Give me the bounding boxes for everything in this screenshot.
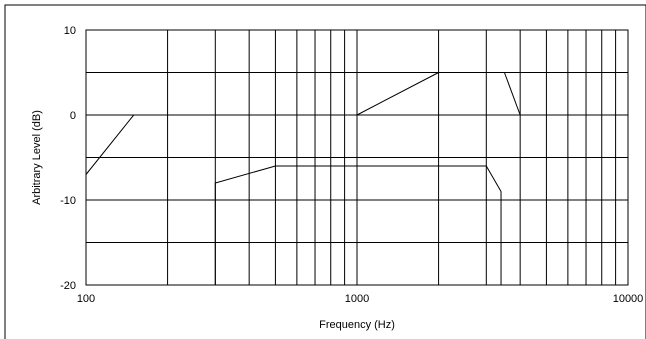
y-axis-title: Arbitrary Level (dB) — [31, 110, 43, 205]
y-tick-label: -20 — [60, 280, 76, 292]
y-tick-labels: 10 0 -10 -20 — [60, 25, 76, 292]
x-tick-label: 1000 — [345, 293, 369, 305]
series-line-1 — [85, 114, 357, 175]
series-line-2 — [356, 72, 439, 116]
figure-border — [4, 4, 646, 339]
series-line-3 — [503, 72, 521, 116]
x-axis-title: Frequency (Hz) — [319, 319, 395, 331]
grid — [85, 29, 629, 286]
series-line-4 — [214, 165, 502, 285]
x-tick-labels: 100 1000 10000 — [77, 293, 643, 305]
series-group — [85, 72, 521, 285]
plot-area-frame — [85, 29, 629, 286]
y-tick-label: 0 — [70, 110, 76, 122]
y-tick-label: 10 — [64, 25, 76, 37]
y-tick-label: -10 — [60, 195, 76, 207]
x-tick-label: 100 — [77, 293, 95, 305]
x-tick-label: 10000 — [613, 293, 644, 305]
